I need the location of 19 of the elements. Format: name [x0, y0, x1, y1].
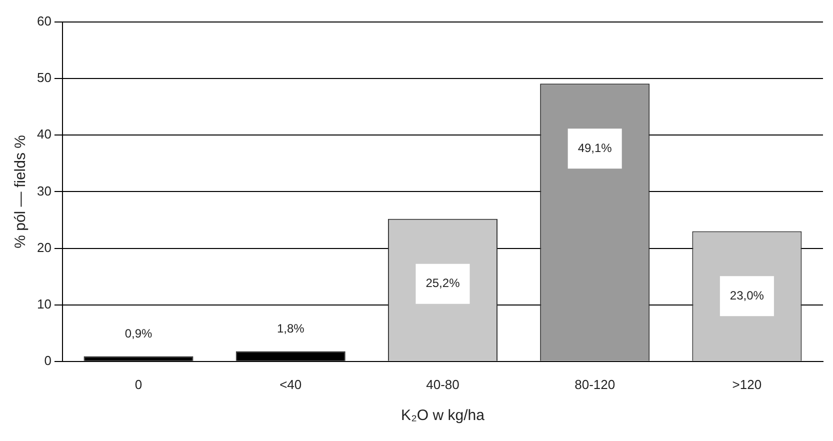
- x-tick-label: 40-80: [426, 376, 460, 392]
- y-tick-label: 40: [36, 126, 52, 142]
- y-tick-label: 10: [36, 296, 52, 312]
- data-label: 0,9%: [124, 326, 153, 341]
- x-tick-label: 0: [134, 376, 142, 392]
- y-tick-label: 0: [44, 352, 52, 368]
- x-tick-label: 80-120: [574, 376, 616, 392]
- y-tick-label: 30: [36, 183, 52, 198]
- x-tick-label: <40: [280, 376, 302, 392]
- data-label: 25,2%: [426, 276, 460, 290]
- x-axis-title: K₂O w kg/ha: [401, 407, 486, 424]
- data-label: 49,1%: [578, 140, 612, 155]
- y-tick-label: 60: [36, 14, 52, 29]
- y-tick-label: 20: [36, 240, 52, 255]
- data-label: 23,0%: [730, 288, 764, 302]
- data-label: 1,8%: [276, 322, 305, 336]
- x-tick-label: >120: [732, 376, 762, 392]
- y-tick-label: 50: [36, 70, 52, 86]
- y-axis-title: % pól — fields %: [12, 135, 30, 248]
